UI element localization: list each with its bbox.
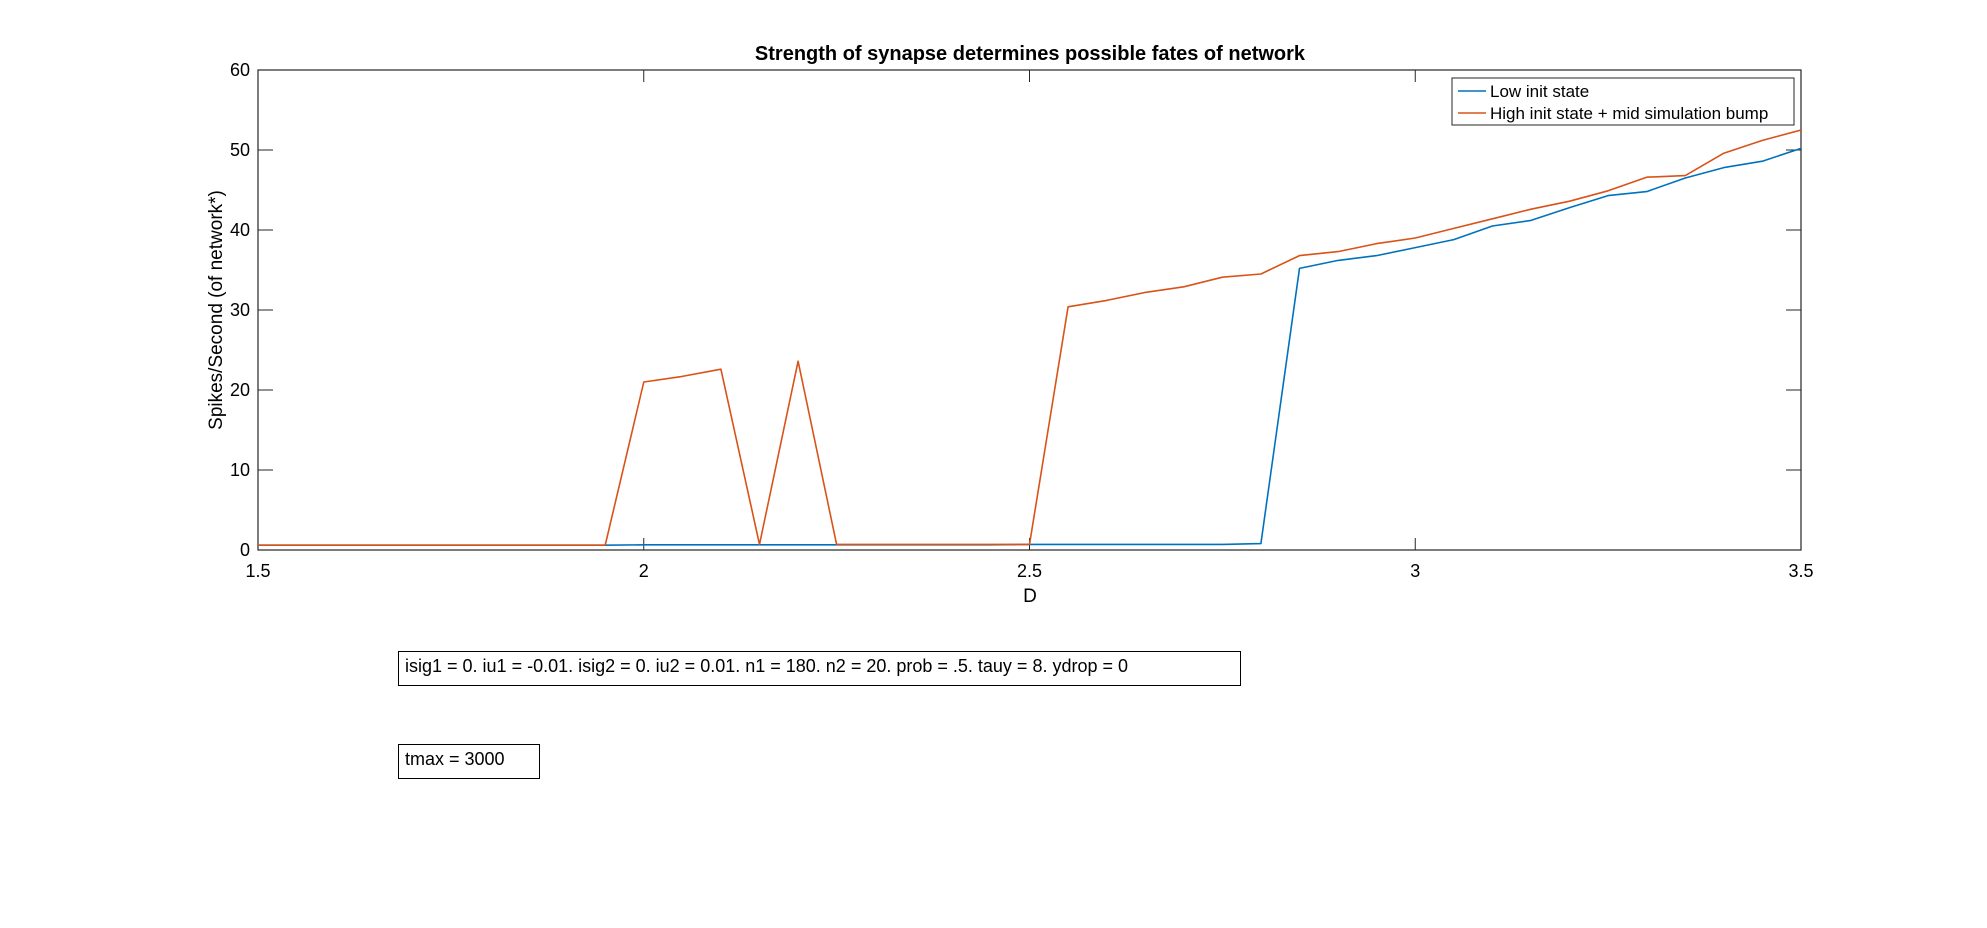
parameters-annotation: isig1 = 0. iu1 = -0.01. isig2 = 0. iu2 =… <box>398 651 1241 686</box>
legend-box <box>1451 77 1795 126</box>
y-axis-label: Spikes/Second (of network*) <box>206 190 227 430</box>
y-tick-label: 60 <box>230 60 250 80</box>
y-tick-label: 50 <box>230 140 250 160</box>
legend-label-high-init: High init state + mid simulation bump <box>1490 104 1768 123</box>
plot-area <box>257 69 1802 551</box>
x-tick-label: 2.5 <box>1017 561 1042 581</box>
x-axis-label: D <box>1023 586 1037 607</box>
plot-frame <box>257 69 1802 551</box>
y-tick-label: 30 <box>230 300 250 320</box>
y-axis: 0 10 20 30 40 50 60 <box>230 60 1801 560</box>
legend: Low init state High init state + mid sim… <box>1451 77 1795 126</box>
y-tick-label: 10 <box>230 460 250 480</box>
x-tick-label: 3.5 <box>1788 561 1813 581</box>
x-tick-label: 1.5 <box>245 561 270 581</box>
series-layer <box>258 129 1801 547</box>
x-tick-label: 3 <box>1410 561 1420 581</box>
x-tick-label: 2 <box>639 561 649 581</box>
y-tick-label: 40 <box>230 220 250 240</box>
series-line-1 <box>258 129 1801 547</box>
tmax-annotation: tmax = 3000 <box>398 744 540 779</box>
legend-label-low-init: Low init state <box>1490 82 1589 101</box>
y-tick-label: 20 <box>230 380 250 400</box>
chart-title: Strength of synapse determines possible … <box>755 43 1306 65</box>
x-axis: 1.5 2 2.5 3 3.5 <box>245 70 1814 581</box>
y-tick-label: 0 <box>240 540 250 560</box>
